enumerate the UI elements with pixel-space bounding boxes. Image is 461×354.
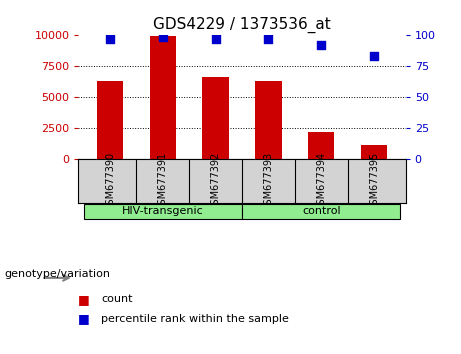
Bar — [97, 81, 123, 159]
Bar — [150, 36, 176, 159]
Bar — [202, 78, 229, 159]
Text: GSM677390: GSM677390 — [105, 152, 115, 211]
Text: count: count — [101, 294, 133, 304]
Text: HIV-transgenic: HIV-transgenic — [122, 206, 204, 216]
Text: ■: ■ — [78, 293, 90, 306]
Bar — [308, 132, 334, 159]
Title: GDS4229 / 1373536_at: GDS4229 / 1373536_at — [153, 16, 331, 33]
Bar — [255, 81, 282, 159]
Text: GSM677391: GSM677391 — [158, 152, 168, 211]
Text: percentile rank within the sample: percentile rank within the sample — [101, 314, 290, 324]
Point — [370, 53, 378, 59]
Text: GSM677395: GSM677395 — [369, 152, 379, 211]
FancyBboxPatch shape — [83, 204, 242, 219]
Text: GSM677394: GSM677394 — [316, 152, 326, 211]
Text: GSM677392: GSM677392 — [211, 152, 221, 211]
Text: genotype/variation: genotype/variation — [5, 269, 111, 279]
Text: GSM677393: GSM677393 — [263, 152, 273, 211]
Point — [318, 42, 325, 48]
Text: control: control — [302, 206, 341, 216]
Text: ■: ■ — [78, 312, 90, 325]
Point — [106, 36, 114, 42]
Point — [159, 34, 166, 39]
Point — [212, 36, 219, 42]
Point — [265, 36, 272, 42]
Bar — [361, 145, 387, 159]
FancyBboxPatch shape — [242, 204, 401, 219]
